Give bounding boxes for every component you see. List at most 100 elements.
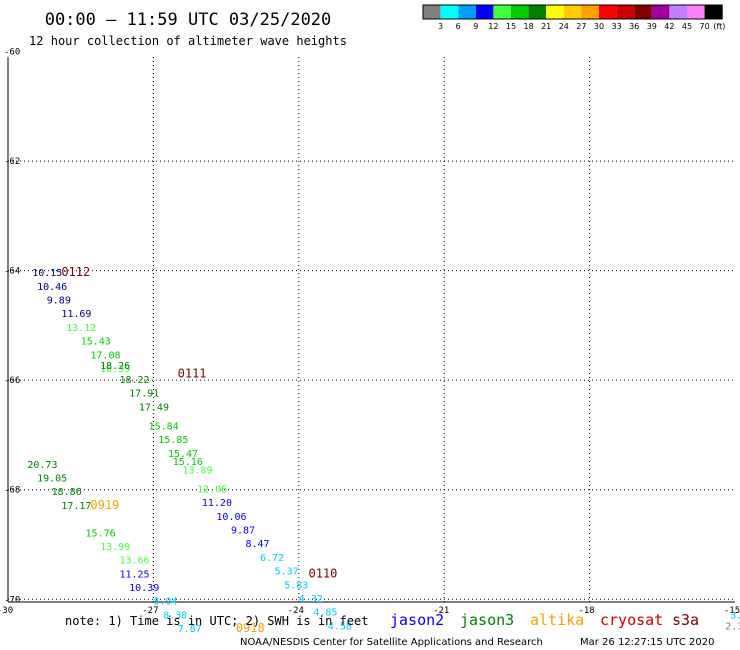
- swh-value-label: 15.16: [173, 457, 203, 468]
- pass-time-label: 0112: [61, 265, 90, 279]
- color-scale-swatch: [687, 5, 705, 19]
- satellite-name-jason2: jason2: [390, 611, 444, 629]
- swh-value-label: 13.66: [119, 556, 149, 567]
- color-scale-label: 27: [576, 22, 586, 31]
- color-scale-label: 9: [473, 22, 478, 31]
- footer-note: note: 1) Time is in UTC; 2) SWH is in fe…: [65, 614, 368, 628]
- y-tick-label: -66: [4, 376, 20, 386]
- swh-value-label: 5.83: [284, 580, 308, 591]
- satellite-name-cryosat: cryosat: [600, 611, 663, 629]
- color-scale-border: [422, 4, 723, 20]
- swh-value-label: 18.22: [119, 375, 149, 386]
- data-points: 10.15 10.46 9.89 11.69 13.12 16.39 13.89 12.06 1…: [27, 268, 740, 635]
- color-scale-swatch: [511, 5, 529, 19]
- y-axis-ticks: -60 -62 -64 -66 -68 -70: [4, 48, 20, 606]
- color-scale-swatch: [634, 5, 652, 19]
- color-scale-swatch: [423, 5, 441, 19]
- color-scale-swatch: [616, 5, 635, 19]
- swh-value-label: 6.72: [260, 553, 284, 564]
- x-tick-label: -30: [0, 606, 13, 616]
- color-scale-swatch: [651, 5, 670, 19]
- color-scale-label: 3: [438, 22, 443, 31]
- swh-value-label: 10.39: [129, 583, 159, 594]
- color-scale-swatch: [546, 5, 564, 19]
- color-scale-swatch: [440, 5, 459, 19]
- y-tick-label: -64: [4, 267, 20, 277]
- color-scale-legend: 3 6 9 12 15 18 21 24 27 30 33 36 39 42 45 70 (ft): [422, 4, 725, 31]
- swh-value-label: 8.47: [245, 539, 269, 550]
- color-scale-label: 12: [488, 22, 498, 31]
- color-scale-swatch: [475, 5, 494, 19]
- swh-value-label: 17.17: [61, 501, 91, 512]
- color-scale-swatch: [493, 5, 511, 19]
- color-scale-swatch: [563, 5, 582, 19]
- swh-value-label: 16.39: [100, 364, 130, 375]
- color-scale-swatch: [581, 5, 599, 19]
- swh-value-label: 15.47: [168, 449, 198, 460]
- swh-value-label: 11.69: [61, 309, 91, 320]
- satellite-name-altika: altika: [530, 611, 584, 629]
- color-scale-swatch: [458, 5, 476, 19]
- x-tick-label: -18: [578, 606, 594, 616]
- swh-value-label: 19.05: [37, 473, 67, 484]
- pass-time-labels: 0112 0111 0919 0110 0918: [61, 265, 337, 635]
- color-scale-swatch: [528, 5, 547, 19]
- x-tick-label: -15: [724, 606, 740, 616]
- chart-subtitle: 12 hour collection of altimeter wave hei…: [29, 34, 347, 48]
- y-tick-label: -70: [4, 595, 20, 605]
- pass-time-label: 0111: [178, 366, 207, 380]
- swh-value-label: 7.87: [178, 624, 202, 635]
- x-tick-label: -21: [433, 606, 449, 616]
- swh-value-label: 15.85: [158, 435, 188, 446]
- pass-time-label: 0919: [90, 498, 119, 512]
- y-tick-label: -68: [4, 486, 20, 496]
- color-scale-label: 39: [647, 22, 657, 31]
- color-scale-swatch: [599, 5, 617, 19]
- color-scale-label: 30: [594, 22, 604, 31]
- pass-time-label: 0110: [308, 566, 337, 580]
- swh-value-label: 20.73: [27, 460, 57, 471]
- swh-value-label: 9.89: [47, 295, 71, 306]
- swh-value-label: 8.94: [153, 597, 177, 608]
- swh-value-label: 5.37: [275, 567, 299, 578]
- swh-value-label: 15.76: [86, 528, 116, 539]
- color-scale-label: 36: [629, 22, 639, 31]
- y-tick-label: -62: [4, 157, 20, 167]
- color-scale-label: 33: [612, 22, 622, 31]
- swh-value-label: 17.91: [129, 389, 159, 400]
- x-tick-label: -27: [142, 606, 158, 616]
- swh-value-label: 8.38: [163, 610, 187, 621]
- chart-title: 00:00 — 11:59 UTC 03/25/2020: [45, 10, 332, 30]
- swh-value-label: 17.08: [90, 350, 120, 361]
- swh-value-label: 15.84: [149, 421, 179, 432]
- color-scale-label: 21: [541, 22, 551, 31]
- color-scale-label: 42: [664, 22, 674, 31]
- color-scale-label: 24: [559, 22, 569, 31]
- swh-value-label: 9.87: [231, 526, 255, 537]
- swh-value-label: 4.32: [299, 594, 323, 605]
- color-scale-label: 70: [700, 22, 710, 31]
- x-axis-ticks: -30 -27 -24 -21 -18 -15: [0, 606, 740, 616]
- swh-value-label: 10.06: [216, 512, 246, 523]
- swh-value-label: 10.15: [32, 268, 62, 279]
- satellite-name-s3a: s3a: [672, 611, 699, 629]
- swh-value-label: 3.0: [730, 610, 740, 621]
- satellite-legend: jason2 jason3 altika cryosat s3a: [390, 611, 699, 629]
- footer-credit: NOAA/NESDIS Center for Satellite Applica…: [240, 637, 543, 648]
- color-scale-label: 6: [456, 22, 461, 31]
- swh-value-label: 12.06: [197, 484, 227, 495]
- swh-value-label: 11.25: [119, 569, 149, 580]
- color-scale-label: 45: [682, 22, 692, 31]
- satellite-name-jason3: jason3: [460, 611, 514, 629]
- plot-frame: [7, 57, 735, 603]
- swh-value-label: 4.85: [313, 608, 337, 619]
- grid-lines: [8, 57, 735, 602]
- color-scale-unit: (ft): [713, 22, 725, 31]
- swh-value-label: 10.46: [37, 282, 67, 293]
- color-scale-label: 15: [506, 22, 516, 31]
- footer-timestamp: Mar 26 12:27:15 UTC 2020: [580, 637, 715, 648]
- pass-time-label: 0918: [236, 621, 265, 635]
- swh-value-label: 18.86: [52, 487, 82, 498]
- swh-value-label: 15.43: [81, 337, 111, 348]
